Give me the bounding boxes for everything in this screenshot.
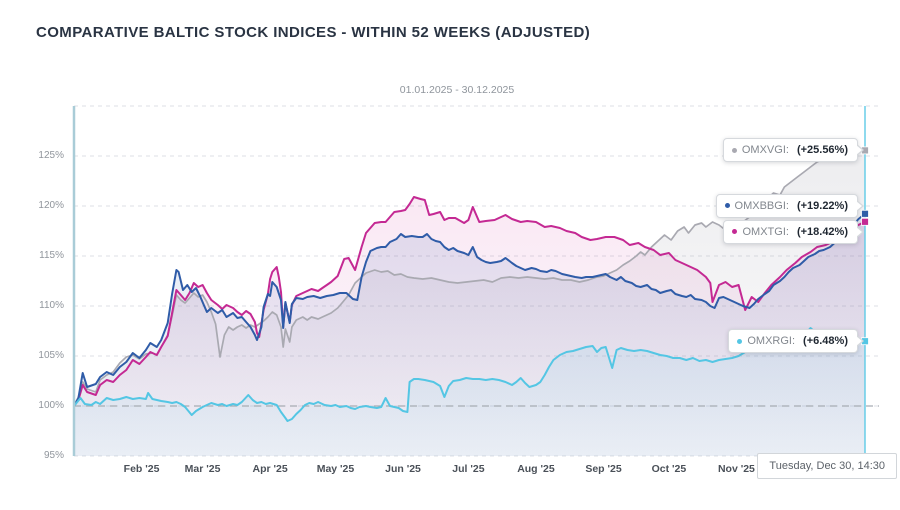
y-axis-label: 95% (43, 450, 64, 461)
x-axis-label: Jul '25 (452, 463, 485, 475)
series-label: OMXBBGI: (734, 199, 789, 212)
x-axis-label: Jun '25 (385, 463, 421, 475)
x-axis-label: Oct '25 (651, 463, 687, 475)
x-axis-label: Apr '25 (252, 463, 288, 475)
series-label: OMXVGI: (741, 144, 789, 157)
y-axis-label: 125% (38, 150, 64, 161)
series-label: OMXRGI: (747, 335, 796, 348)
x-axis-label: Mar '25 (184, 463, 221, 475)
y-axis-label: 115% (39, 250, 64, 261)
chart-period-subtitle: 01.01.2025 - 30.12.2025 (399, 84, 515, 96)
legend-tooltip-omxbbgi: OMXBBGI: (+19.22%) (715, 193, 858, 218)
y-axis-label: 110% (39, 300, 64, 311)
legend-tooltip-omxvgi: OMXVGI: (+25.56%) (722, 138, 858, 163)
omxtgi-end-marker[interactable] (861, 217, 869, 226)
legend-tooltip-omxrgi: OMXRGI: (+6.48%) (728, 329, 858, 354)
x-axis-label: May '25 (316, 463, 355, 475)
y-axis-label: 120% (38, 200, 64, 211)
omxrgi-line[interactable] (73, 327, 866, 422)
x-axis-label: Nov '25 (717, 463, 755, 475)
x-axis-label: Feb '25 (123, 463, 160, 475)
series-label: OMXTGI: (742, 225, 789, 238)
series-change-value: (+18.42%) (796, 225, 848, 238)
series-change-value: (+19.22%) (796, 199, 848, 212)
legend-tooltip-omxtgi: OMXTGI: (+18.42%) (723, 219, 858, 244)
omxbbgi-series-dot-icon (724, 203, 730, 209)
page-title: COMPARATIVE BALTIC STOCK INDICES - WITHI… (36, 24, 591, 41)
omxrgi-area-fill (74, 328, 865, 456)
series-change-value: (+25.56%) (796, 144, 848, 157)
omxbbgi-line[interactable] (73, 212, 866, 407)
y-axis-label: 105% (38, 350, 64, 361)
series-change-value: (+6.48%) (803, 335, 848, 348)
y-axis-label: 100% (38, 400, 64, 411)
crosshair-date-label: Tuesday, Dec 30, 14:30 (757, 453, 897, 479)
omxvgi-series-dot-icon (731, 147, 737, 153)
x-axis-label: Sep '25 (585, 463, 622, 475)
omxbbgi-end-marker[interactable] (861, 209, 869, 218)
omxtgi-line[interactable] (73, 196, 866, 407)
omxrgi-series-dot-icon (737, 338, 743, 344)
x-axis-label: Aug '25 (517, 463, 555, 475)
omxtgi-series-dot-icon (732, 229, 738, 235)
